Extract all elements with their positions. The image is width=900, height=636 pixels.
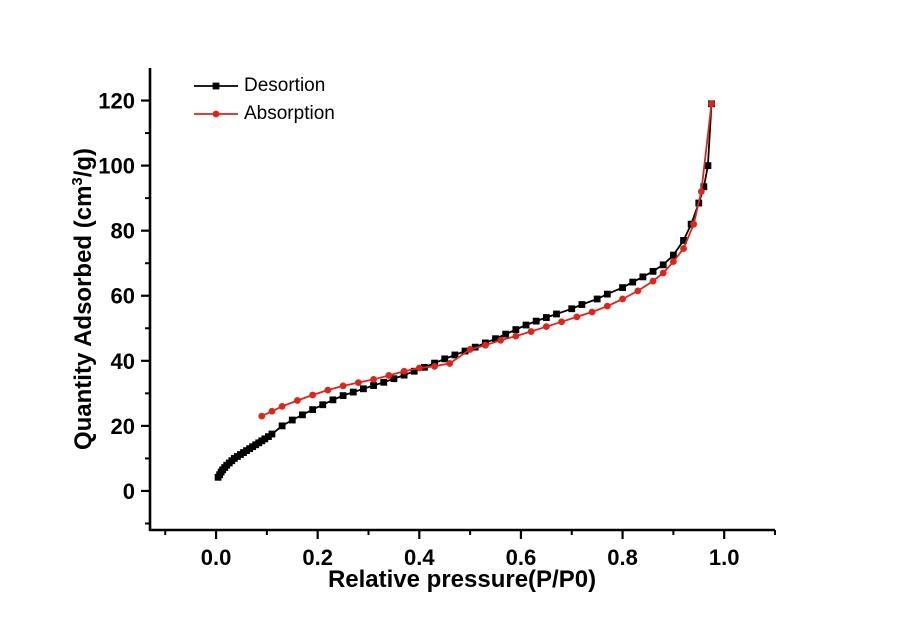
legend-sample-square-icon [194,82,238,90]
svg-text:0.4: 0.4 [404,545,435,570]
svg-text:0.2: 0.2 [302,545,333,570]
y-axis-label-post: /g) [70,147,97,178]
y-axis-label-sup: 3 [70,177,86,186]
svg-text:40: 40 [111,349,135,374]
svg-text:1.0: 1.0 [709,545,740,570]
legend-item-absorption: Absorption [192,102,335,126]
svg-text:0: 0 [123,479,135,504]
svg-text:100: 100 [98,154,135,179]
svg-text:80: 80 [111,219,135,244]
svg-text:60: 60 [111,284,135,309]
legend-sample-circle-icon [194,110,238,118]
legend-label-desortion: Desortion [244,75,326,96]
svg-text:120: 120 [98,89,135,114]
y-axis-label: Quantity Adsorbed (cm3/g) [70,148,98,450]
legend-label-absorption: Absorption [244,103,335,124]
x-axis-label: Relative pressure(P/P0) [327,566,597,593]
legend-item-desortion: Desortion [192,74,335,98]
svg-text:0.6: 0.6 [506,545,537,570]
svg-text:0.0: 0.0 [201,545,232,570]
legend: Desortion Absorption [192,74,335,126]
svg-text:0.8: 0.8 [607,545,638,570]
y-axis-label-pre: Quantity Adsorbed (cm [70,185,97,451]
svg-text:20: 20 [111,414,135,439]
